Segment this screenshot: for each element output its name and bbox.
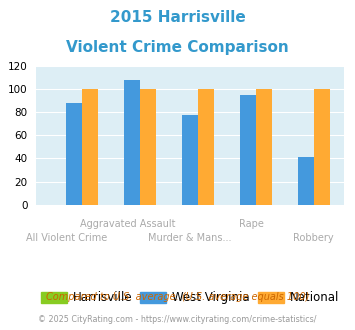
Text: © 2025 CityRating.com - https://www.cityrating.com/crime-statistics/: © 2025 CityRating.com - https://www.city… [38, 315, 317, 324]
Bar [198, 89, 214, 205]
Text: Aggravated Assault: Aggravated Assault [80, 219, 176, 229]
Bar [240, 95, 256, 205]
Text: Murder & Mans...: Murder & Mans... [148, 233, 232, 243]
Text: Rape: Rape [239, 219, 264, 229]
Bar [298, 157, 314, 205]
Bar [66, 103, 82, 205]
Text: 2015 Harrisville: 2015 Harrisville [110, 10, 245, 25]
Bar [140, 89, 156, 205]
Bar [82, 89, 98, 205]
Bar [124, 80, 140, 205]
Text: Robbery: Robbery [293, 233, 334, 243]
Text: All Violent Crime: All Violent Crime [26, 233, 107, 243]
Text: Violent Crime Comparison: Violent Crime Comparison [66, 40, 289, 54]
Bar [256, 89, 272, 205]
Legend: Harrisville, West Virginia, National: Harrisville, West Virginia, National [36, 287, 344, 309]
Text: Compared to U.S. average. (U.S. average equals 100): Compared to U.S. average. (U.S. average … [46, 292, 309, 302]
Bar [314, 89, 330, 205]
Bar [182, 115, 198, 205]
